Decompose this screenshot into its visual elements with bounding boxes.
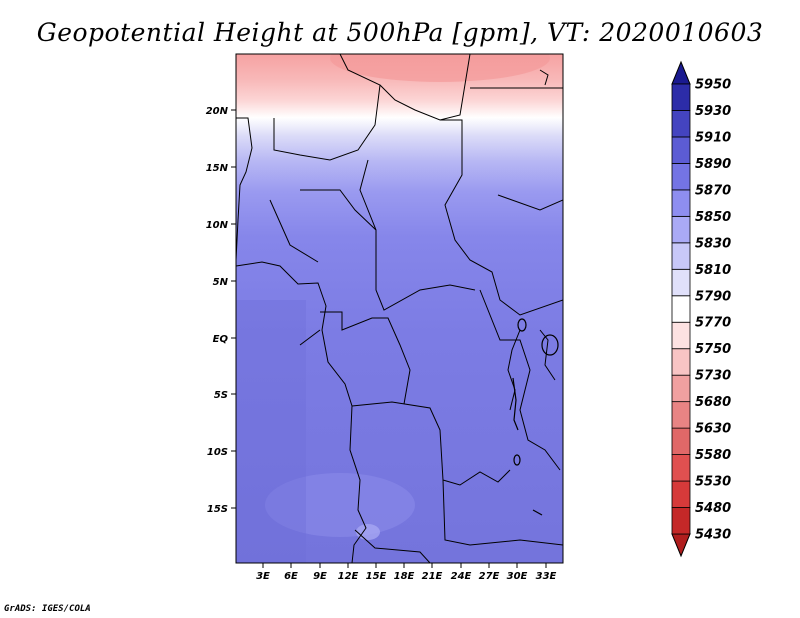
chart-title: Geopotential Height at 500hPa [gpm], VT:…	[36, 18, 764, 47]
lon-axis: 3E 6E 9E 12E 15E 18E 21E 24E 27E 30E 33E	[256, 563, 557, 582]
lon-tick-label: 21E	[422, 571, 443, 582]
colorbar-segment	[671, 268, 691, 297]
lakes	[512, 318, 559, 516]
colorbar-label: 5680	[695, 395, 731, 410]
lat-tick-label: 10S	[207, 447, 228, 458]
colorbar-label: 5530	[695, 475, 731, 490]
lon-tick-label: 9E	[313, 571, 327, 582]
lat-tick-label: 15N	[206, 163, 229, 174]
lon-tick-label: 6E	[284, 571, 298, 582]
credit-text: GrADS: IGES/COLA	[4, 604, 91, 614]
colorbar-label: 5580	[695, 448, 731, 463]
colorbar-segment	[671, 401, 691, 429]
colorbar-segment	[671, 242, 691, 270]
colorbar-high-triangle	[671, 60, 691, 85]
colorbar-label: 5830	[695, 236, 731, 251]
colorbar-label: 5850	[695, 210, 731, 225]
colorbar: 5430 5480 5530 5580 5630 5680 5730 5750 5770 5790…	[671, 60, 731, 558]
colorbar-segment	[671, 454, 691, 482]
colorbar-label: 5870	[695, 183, 731, 198]
colorbar-label: 5810	[695, 263, 731, 278]
lat-tick-label: 15S	[207, 504, 228, 515]
map-frame	[235, 53, 564, 564]
lon-tick-label: 24E	[451, 571, 472, 582]
colorbar-label: 5930	[695, 104, 731, 119]
colorbar-segment	[671, 136, 691, 164]
colorbar-segment	[671, 189, 691, 217]
colorbar-segment	[671, 163, 691, 191]
colorbar-label: 5730	[695, 369, 731, 384]
lon-tick-label: 33E	[536, 571, 557, 582]
colorbar-segment	[671, 480, 691, 508]
colorbar-segment	[671, 507, 691, 535]
colorbar-label: 5480	[695, 501, 731, 516]
country-borders	[236, 54, 563, 563]
colorbar-label: 5950	[695, 78, 731, 93]
colorbar-low-triangle	[671, 533, 691, 558]
colorbar-label: 5790	[695, 289, 731, 304]
colorbar-segment	[671, 321, 691, 350]
lat-tick-label: 20N	[206, 106, 229, 117]
colorbar-segment	[671, 427, 691, 455]
lon-tick-label: 18E	[394, 571, 415, 582]
geopotential-field	[236, 54, 563, 563]
lat-axis: 20N 15N 10N 5N EQ 5S 10S 15S	[206, 106, 236, 515]
lon-tick-label: 27E	[479, 571, 500, 582]
colorbar-segment	[671, 215, 691, 244]
lon-tick-label: 12E	[338, 571, 359, 582]
lat-tick-label: 10N	[206, 220, 229, 231]
lat-tick-label: EQ	[213, 334, 229, 345]
colorbar-label: 5890	[695, 157, 731, 172]
colorbar-segment	[671, 374, 691, 403]
colorbar-label: 5630	[695, 422, 731, 437]
lon-tick-label: 3E	[256, 571, 270, 582]
lon-tick-label: 15E	[366, 571, 387, 582]
lat-tick-label: 5S	[214, 390, 228, 401]
lon-tick-label: 30E	[507, 571, 528, 582]
colorbar-label: 5750	[695, 342, 731, 357]
colorbar-label: 5770	[695, 316, 731, 331]
colorbar-segment	[671, 295, 691, 323]
colorbar-segment	[671, 110, 691, 138]
colorbar-label: 5430	[695, 528, 731, 543]
colorbar-label: 5910	[695, 130, 731, 145]
lat-tick-label: 5N	[213, 277, 229, 288]
colorbar-segment	[671, 83, 691, 111]
colorbar-segment	[671, 348, 691, 376]
